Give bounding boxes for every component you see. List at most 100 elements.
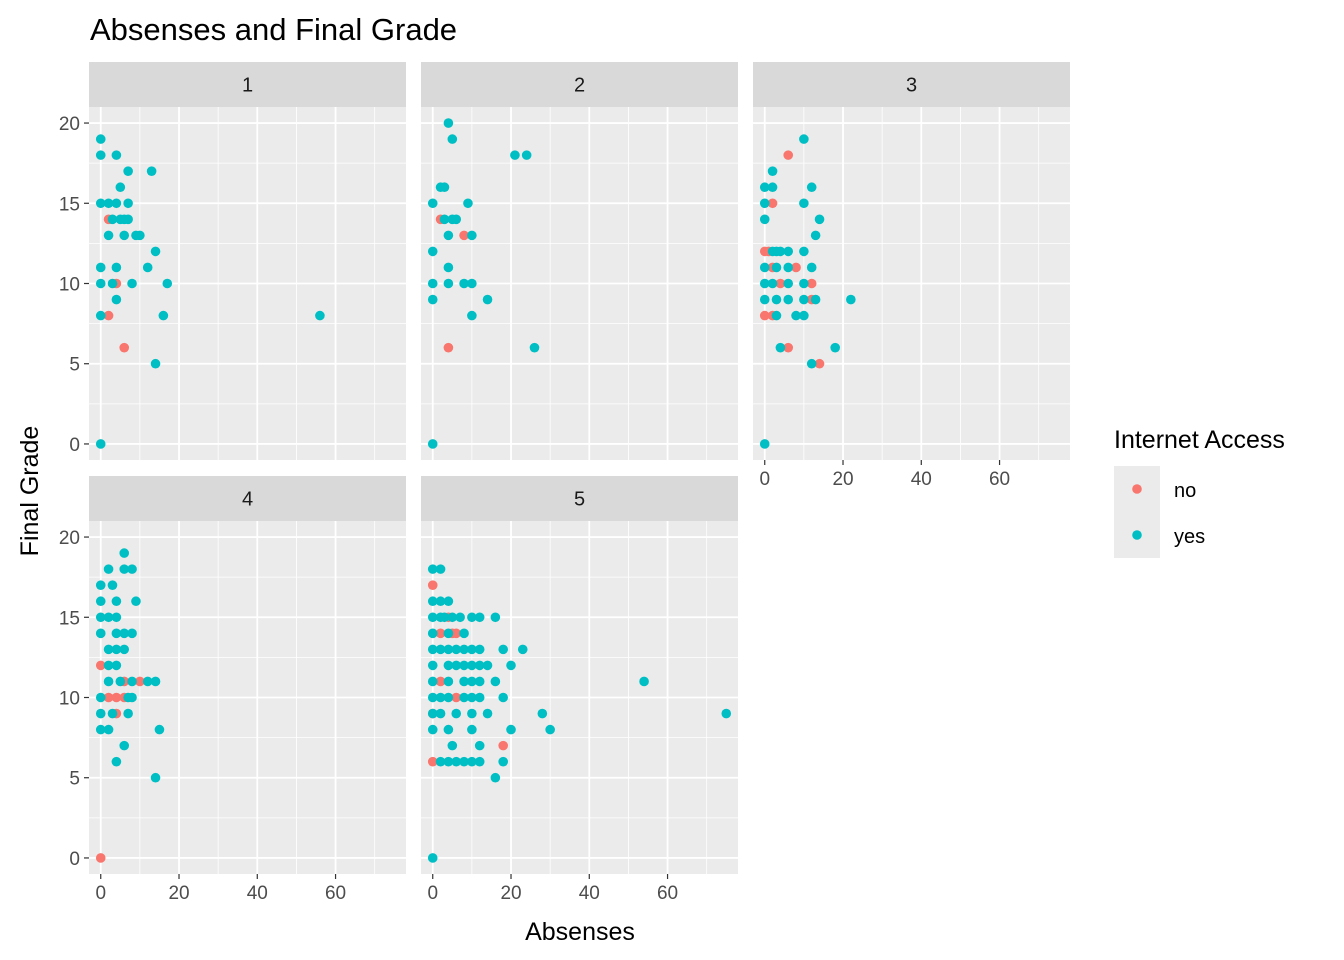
data-point-yes: [443, 596, 454, 607]
data-point-yes: [810, 294, 821, 305]
data-point-no: [103, 310, 114, 321]
data-point-no: [806, 278, 817, 289]
data-point-yes: [103, 612, 114, 623]
data-point-yes: [467, 724, 477, 735]
data-point-yes: [443, 628, 454, 639]
data-point-yes: [451, 660, 462, 671]
facet-strip: [753, 62, 1070, 107]
data-point-yes: [830, 342, 840, 353]
data-point-no: [135, 676, 145, 687]
data-point-yes: [119, 628, 130, 639]
data-point-yes: [127, 676, 137, 687]
data-point-no: [498, 740, 508, 751]
x-tick-label: 60: [989, 469, 1010, 490]
data-point-yes: [443, 724, 454, 735]
data-point-yes: [435, 596, 446, 607]
data-point-yes: [95, 708, 106, 719]
data-point-yes: [107, 708, 118, 719]
data-point-yes: [759, 182, 770, 193]
data-point-yes: [451, 708, 462, 719]
x-tick-label: 40: [579, 883, 600, 904]
data-point-yes: [119, 548, 130, 558]
data-point-yes: [506, 660, 516, 671]
data-point-yes: [95, 262, 106, 273]
data-point-yes: [95, 724, 106, 735]
data-point-yes: [95, 612, 106, 623]
data-point-yes: [467, 660, 477, 671]
data-point-yes: [427, 660, 438, 671]
facet-panel-5: 5 0 20 40 60: [421, 476, 738, 904]
data-point-yes: [443, 676, 454, 687]
data-point-yes: [103, 230, 114, 241]
x-tick-label: 20: [168, 883, 189, 904]
data-point-yes: [103, 724, 114, 735]
data-point-yes: [435, 756, 446, 767]
data-point-yes: [427, 628, 438, 639]
legend-key-no: [1132, 484, 1142, 494]
data-point-yes: [162, 278, 173, 289]
y-tick-label: 20: [59, 114, 80, 135]
data-point-yes: [107, 580, 118, 590]
data-point-yes: [107, 278, 118, 289]
data-point-yes: [103, 644, 114, 655]
data-point-yes: [127, 628, 137, 639]
data-point-yes: [443, 118, 454, 128]
data-point-yes: [529, 342, 540, 353]
x-tick-label: 0: [759, 469, 770, 490]
facet-strip-label: 5: [574, 489, 585, 511]
data-point-yes: [459, 628, 469, 639]
data-point-yes: [474, 612, 485, 623]
data-point-yes: [767, 166, 778, 176]
data-point-yes: [142, 676, 153, 687]
data-point-yes: [115, 676, 126, 687]
data-point-yes: [783, 278, 794, 289]
x-tick-label: 60: [325, 883, 346, 904]
data-point-yes: [443, 262, 454, 273]
data-point-yes: [799, 310, 809, 321]
data-point-yes: [427, 278, 438, 289]
data-point-yes: [95, 134, 106, 144]
data-point-yes: [806, 358, 817, 369]
x-tick-label: 0: [95, 883, 106, 904]
data-point-yes: [95, 439, 106, 449]
data-point-yes: [107, 214, 118, 225]
data-point-yes: [467, 676, 477, 687]
y-tick-label: 0: [69, 849, 80, 870]
data-point-yes: [459, 644, 469, 655]
data-point-no: [111, 692, 122, 703]
data-point-yes: [467, 708, 477, 719]
x-tick-label: 40: [247, 883, 268, 904]
data-point-yes: [459, 278, 469, 289]
data-point-yes: [467, 278, 477, 289]
y-tick-label: 5: [69, 355, 80, 376]
data-point-yes: [439, 182, 450, 193]
data-point-yes: [95, 628, 106, 639]
legend: Internet Access no yes: [1114, 426, 1285, 558]
legend-label-no: no: [1174, 480, 1196, 502]
x-tick-label: 20: [832, 469, 853, 490]
data-point-yes: [111, 628, 122, 639]
data-point-yes: [95, 278, 106, 289]
data-point-yes: [142, 262, 153, 273]
data-point-yes: [95, 198, 106, 209]
data-point-yes: [119, 564, 130, 574]
facet-strip-label: 2: [574, 75, 585, 97]
data-point-yes: [467, 310, 477, 321]
data-point-yes: [474, 740, 485, 751]
y-tick-label: 10: [59, 275, 80, 296]
data-point-yes: [443, 230, 454, 241]
data-point-yes: [490, 612, 501, 623]
facet-strip-label: 4: [242, 489, 253, 511]
data-point-yes: [427, 596, 438, 607]
data-point-yes: [467, 692, 477, 703]
data-point-yes: [127, 692, 137, 703]
data-point-yes: [95, 692, 106, 703]
data-point-yes: [443, 756, 454, 767]
data-point-yes: [537, 708, 548, 719]
chart-title: Absenses and Final Grade: [90, 12, 457, 47]
data-point-no: [427, 756, 438, 767]
data-point-yes: [150, 246, 161, 257]
data-point-no: [783, 150, 794, 160]
data-point-yes: [103, 676, 114, 687]
